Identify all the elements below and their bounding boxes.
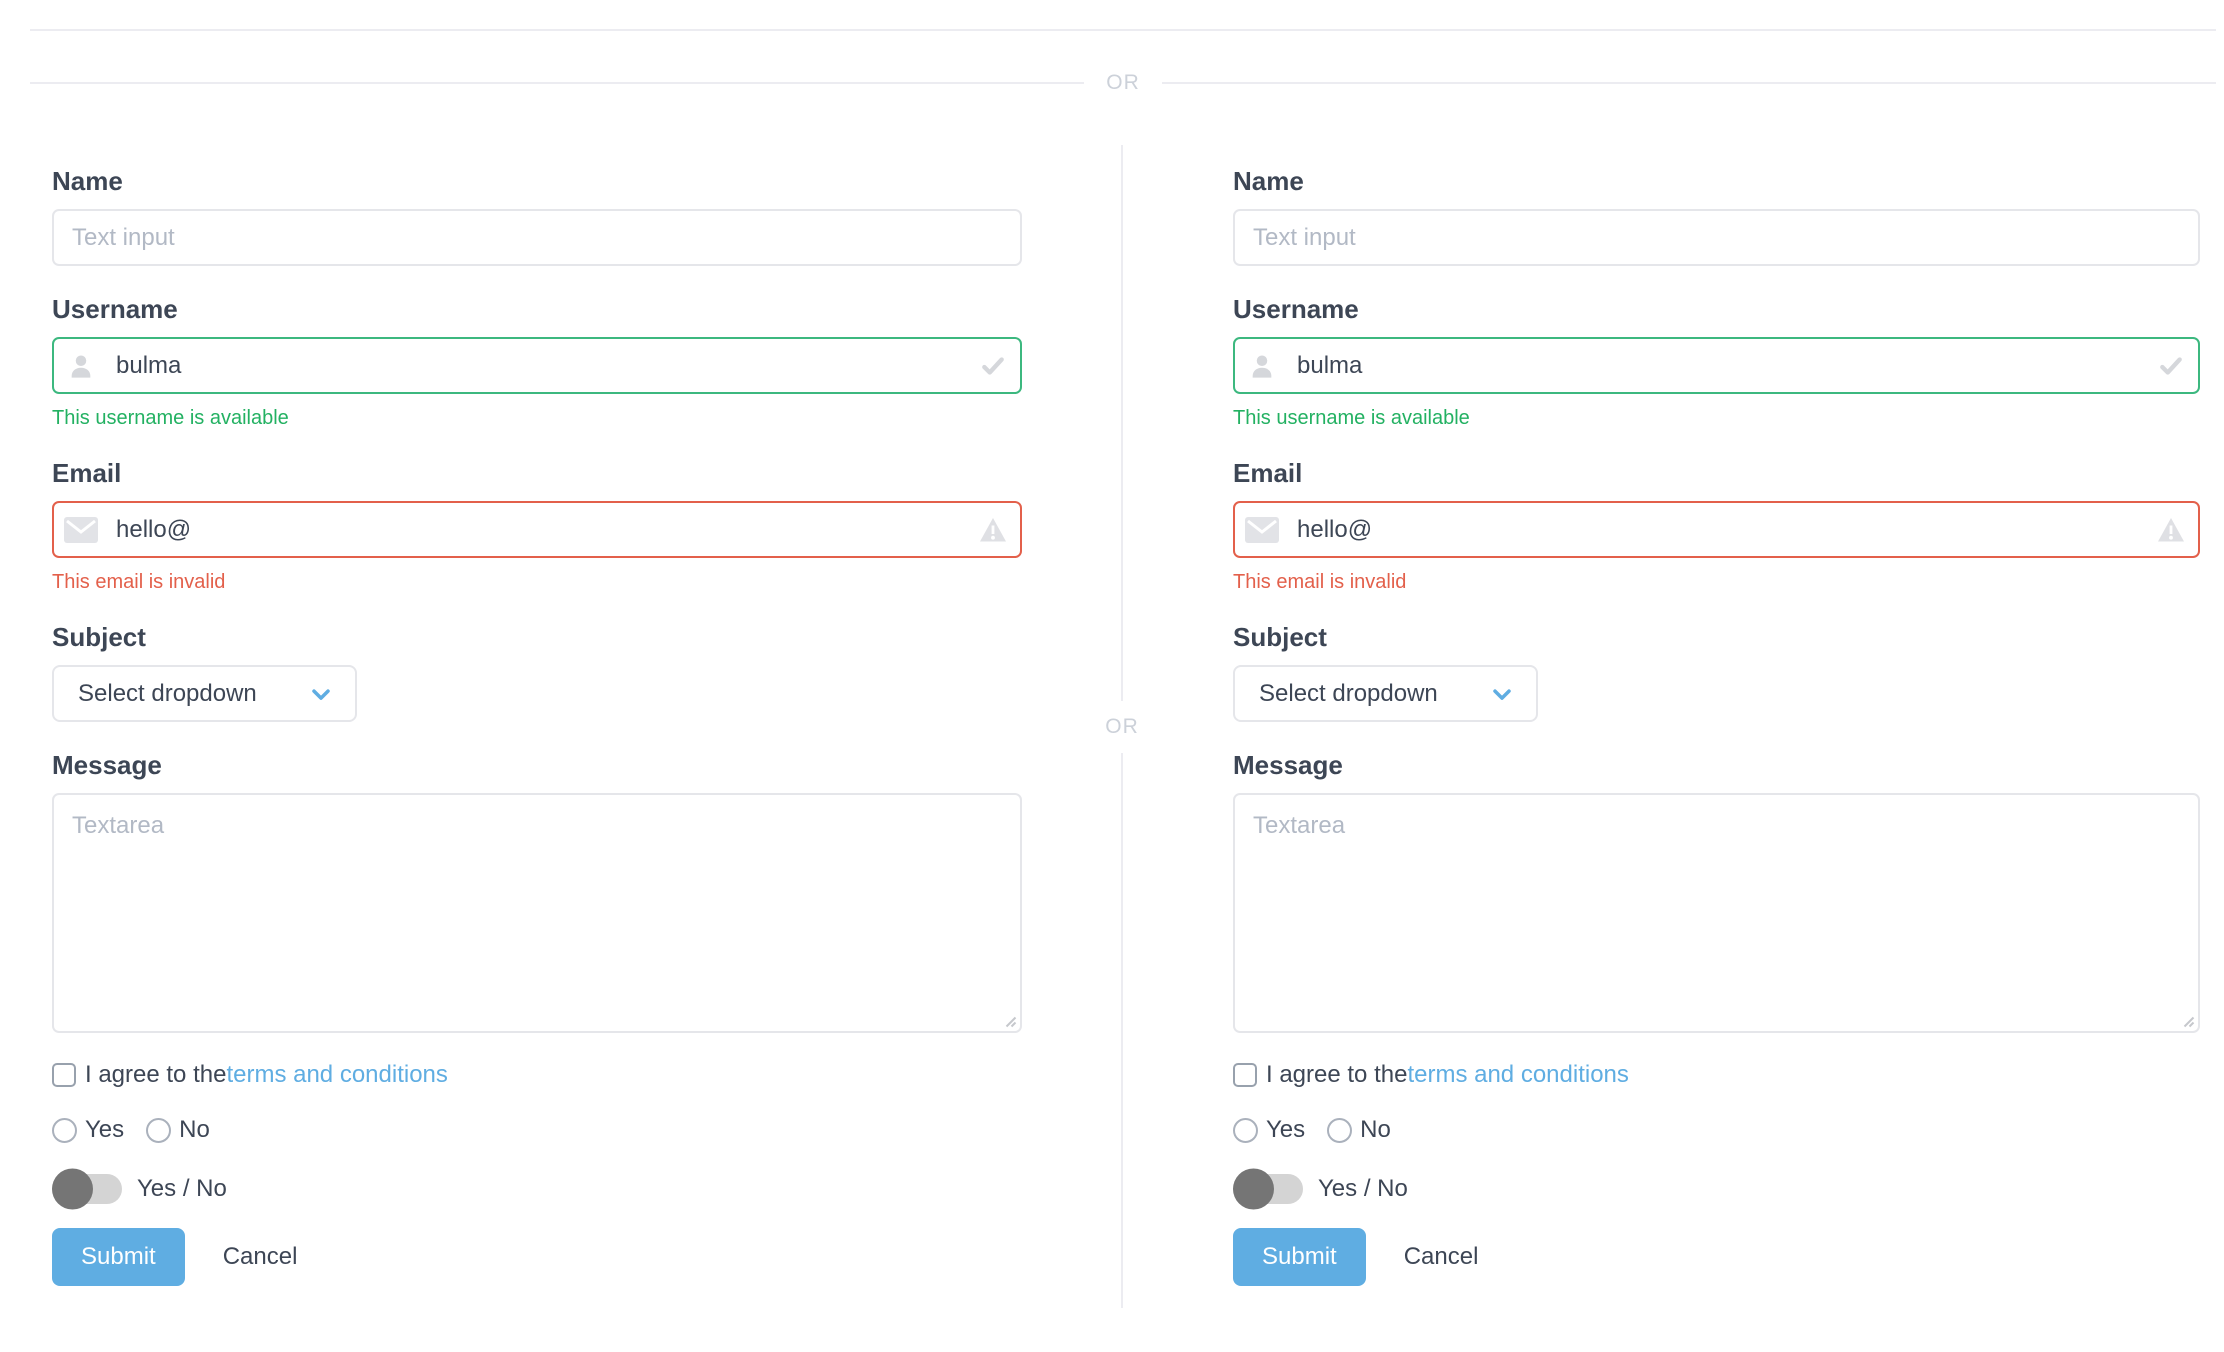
top-hairline — [30, 29, 2216, 31]
radio-option-yes[interactable]: Yes — [1233, 1116, 1305, 1144]
submit-button[interactable]: Submit — [52, 1228, 185, 1286]
name-field: Name — [1233, 166, 2200, 266]
radio-option-yes[interactable]: Yes — [52, 1116, 124, 1144]
form-column-left: Name Username This username is available… — [52, 166, 1022, 1286]
agreement-checkbox[interactable] — [52, 1063, 76, 1087]
subject-label: Subject — [52, 622, 146, 652]
email-input[interactable] — [52, 501, 1022, 558]
toggle-knob — [1233, 1168, 1274, 1210]
username-label: Username — [52, 294, 178, 324]
radio-no-input[interactable] — [1327, 1117, 1353, 1143]
name-label: Name — [52, 166, 123, 196]
radio-yes-label: Yes — [85, 1116, 125, 1143]
username-help: This username is available — [52, 407, 289, 429]
name-field: Name — [52, 166, 1022, 266]
horizontal-or-divider: OR — [30, 71, 2216, 95]
agreement-row[interactable]: I agree to the terms and conditions — [1233, 1061, 2200, 1089]
message-textarea[interactable] — [1233, 793, 2200, 1033]
radio-no-label: No — [1360, 1116, 1391, 1143]
agreement-text: I agree to the — [1266, 1061, 1408, 1088]
toggle-row: Yes / No — [1233, 1168, 2200, 1210]
email-field: Email This email is invalid — [1233, 458, 2200, 594]
terms-link[interactable]: terms and conditions — [226, 1061, 448, 1088]
agreement-text: I agree to the — [85, 1061, 227, 1088]
message-textarea[interactable] — [52, 793, 1022, 1033]
vertical-or-label: OR — [1105, 714, 1139, 738]
subject-label: Subject — [1233, 622, 1327, 652]
subject-select-value: Select dropdown — [1259, 679, 1438, 707]
radio-no-input[interactable] — [146, 1117, 172, 1143]
subject-field: Subject Select dropdown — [52, 622, 1022, 722]
toggle-row: Yes / No — [52, 1168, 1022, 1210]
email-input[interactable] — [1233, 501, 2200, 558]
email-help: This email is invalid — [1233, 571, 1407, 593]
chevron-down-icon — [307, 680, 335, 708]
horizontal-or-label: OR — [1106, 71, 1140, 94]
subject-select-value: Select dropdown — [78, 679, 257, 707]
agreement-checkbox[interactable] — [1233, 1063, 1257, 1087]
form-column-right: Name Username This username is available… — [1233, 166, 2200, 1286]
subject-select[interactable]: Select dropdown — [1233, 665, 1538, 722]
toggle-label: Yes / No — [137, 1175, 227, 1202]
cancel-button[interactable]: Cancel — [222, 1243, 298, 1270]
actions-row: Submit Cancel — [1233, 1228, 2200, 1286]
toggle-switch[interactable] — [1233, 1168, 1303, 1210]
name-input[interactable] — [1233, 209, 2200, 266]
radio-yes-input[interactable] — [52, 1117, 77, 1143]
username-field: Username This username is available — [52, 294, 1022, 430]
message-label: Message — [52, 750, 162, 780]
username-label: Username — [1233, 294, 1359, 324]
radio-option-no[interactable]: No — [146, 1116, 210, 1144]
radio-group: Yes No — [1233, 1116, 2200, 1144]
toggle-switch[interactable] — [52, 1168, 122, 1210]
radio-group: Yes No — [52, 1116, 1022, 1144]
radio-yes-input[interactable] — [1233, 1117, 1258, 1143]
name-label: Name — [1233, 166, 1304, 196]
message-field: Message — [1233, 750, 2200, 1033]
name-input[interactable] — [52, 209, 1022, 266]
actions-row: Submit Cancel — [52, 1228, 1022, 1286]
submit-button[interactable]: Submit — [1233, 1228, 1366, 1286]
vertical-or-divider: OR — [1102, 145, 1142, 1308]
cancel-button[interactable]: Cancel — [1403, 1243, 1479, 1270]
agreement-row[interactable]: I agree to the terms and conditions — [52, 1061, 1022, 1089]
username-field: Username This username is available — [1233, 294, 2200, 430]
email-label: Email — [52, 458, 122, 488]
email-help: This email is invalid — [52, 571, 226, 593]
email-label: Email — [1233, 458, 1303, 488]
terms-link[interactable]: terms and conditions — [1407, 1061, 1629, 1088]
subject-select[interactable]: Select dropdown — [52, 665, 357, 722]
toggle-label: Yes / No — [1318, 1175, 1408, 1202]
chevron-down-icon — [1488, 680, 1516, 708]
email-field: Email This email is invalid — [52, 458, 1022, 594]
toggle-knob — [52, 1168, 93, 1210]
message-field: Message — [52, 750, 1022, 1033]
radio-yes-label: Yes — [1266, 1116, 1306, 1143]
username-input[interactable] — [1233, 337, 2200, 394]
radio-no-label: No — [179, 1116, 210, 1143]
username-help: This username is available — [1233, 407, 1470, 429]
radio-option-no[interactable]: No — [1327, 1116, 1391, 1144]
message-label: Message — [1233, 750, 1343, 780]
subject-field: Subject Select dropdown — [1233, 622, 2200, 722]
username-input[interactable] — [52, 337, 1022, 394]
